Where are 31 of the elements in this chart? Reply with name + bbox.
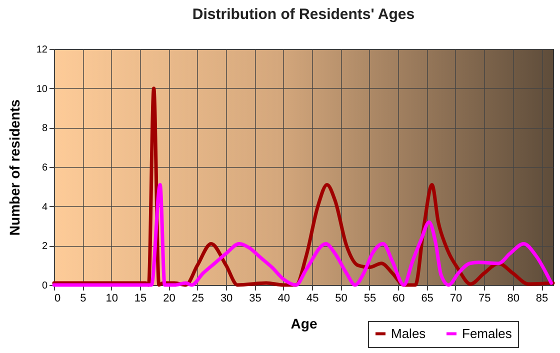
x-tick-label: 85: [536, 292, 548, 304]
legend-label: Males: [391, 326, 426, 341]
y-tick-label: 4: [42, 202, 48, 213]
x-tick-label: 60: [392, 292, 405, 304]
x-tick-label: 70: [450, 292, 462, 304]
y-tick-label: 8: [42, 123, 48, 134]
x-tick-label: 10: [106, 292, 118, 304]
x-tick-label: 25: [192, 292, 204, 304]
x-tick-label: 5: [80, 292, 86, 304]
x-tick-label: 80: [507, 292, 520, 304]
legend-label: Females: [462, 326, 512, 341]
x-tick-label: 40: [278, 292, 290, 304]
x-tick-label: 15: [134, 292, 147, 304]
y-tick-label: 0: [42, 280, 48, 292]
x-tick-label: 50: [335, 292, 348, 304]
x-tick-label: 20: [163, 292, 176, 304]
x-tick-label: 0: [54, 292, 61, 304]
x-tick-label: 55: [364, 292, 376, 304]
x-tick-label: 35: [249, 292, 262, 304]
y-tick-label: 2: [42, 241, 48, 252]
chart-title: Distribution of Residents' Ages: [192, 6, 415, 23]
y-tick-label: 12: [36, 44, 48, 56]
y-tick-label: 10: [36, 84, 48, 95]
x-tick-label: 30: [220, 292, 233, 304]
x-tick-label: 75: [478, 292, 491, 304]
y-axis-title: Number of residents: [6, 99, 22, 236]
x-tick-label: 45: [306, 292, 319, 304]
line-series: [52, 182, 554, 287]
y-tick-label: 6: [42, 162, 48, 174]
x-tick-label: 65: [421, 292, 434, 304]
x-axis-title: Age: [290, 316, 318, 332]
